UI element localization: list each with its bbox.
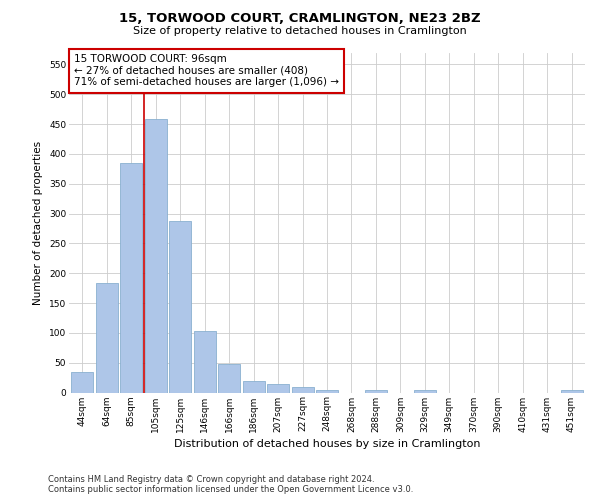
Bar	[96, 284, 118, 393]
Text: 15, TORWOOD COURT, CRAMLINGTON, NE23 2BZ: 15, TORWOOD COURT, CRAMLINGTON, NE23 2BZ	[119, 12, 481, 25]
Bar	[560, 390, 583, 392]
Bar	[169, 222, 191, 392]
Text: Size of property relative to detached houses in Cramlington: Size of property relative to detached ho…	[133, 26, 467, 36]
Y-axis label: Number of detached properties: Number of detached properties	[34, 140, 43, 304]
X-axis label: Distribution of detached houses by size in Cramlington: Distribution of detached houses by size …	[174, 438, 480, 448]
Bar	[365, 390, 387, 392]
Bar	[414, 390, 436, 392]
Text: 15 TORWOOD COURT: 96sqm
← 27% of detached houses are smaller (408)
71% of semi-d: 15 TORWOOD COURT: 96sqm ← 27% of detache…	[74, 54, 339, 88]
Bar	[242, 380, 265, 392]
Bar	[316, 390, 338, 392]
Bar	[292, 386, 314, 392]
Bar	[145, 120, 167, 392]
Bar	[194, 331, 216, 392]
Bar	[267, 384, 289, 392]
Bar	[218, 364, 240, 392]
Bar	[121, 163, 142, 392]
Text: Contains HM Land Registry data © Crown copyright and database right 2024.
Contai: Contains HM Land Registry data © Crown c…	[48, 474, 413, 494]
Bar	[71, 372, 94, 392]
